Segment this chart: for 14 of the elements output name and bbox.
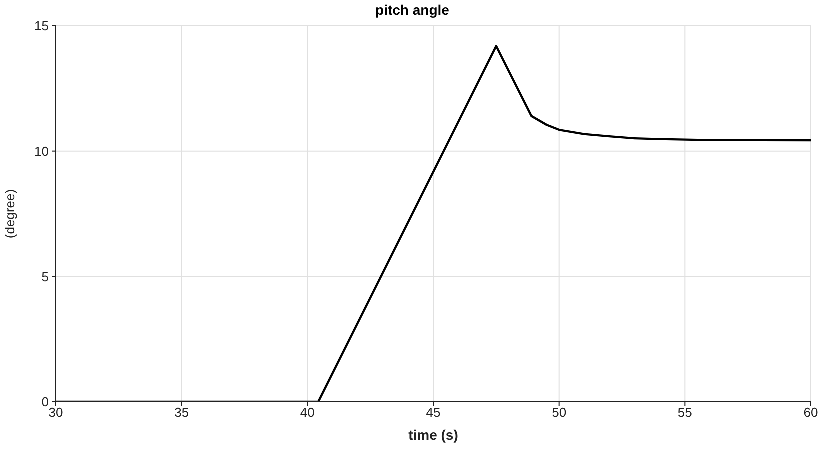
x-tick-label: 60 bbox=[804, 405, 818, 420]
chart-title: pitch angle bbox=[374, 2, 450, 18]
y-axis-title: (degree) bbox=[2, 189, 18, 239]
x-tick-label: 55 bbox=[678, 405, 692, 420]
y-tick-label: 0 bbox=[42, 394, 49, 410]
y-tick-label: 10 bbox=[34, 144, 49, 159]
x-tick-label: 40 bbox=[300, 405, 315, 420]
x-axis-title: time (s) bbox=[408, 427, 458, 443]
x-tick-label: 30 bbox=[48, 405, 64, 420]
x-tick-label: 45 bbox=[426, 405, 441, 420]
x-tick-label: 50 bbox=[552, 405, 567, 420]
x-tick-label: 35 bbox=[174, 405, 190, 420]
y-tick-label: 5 bbox=[42, 269, 49, 284]
y-tick-label: 15 bbox=[34, 18, 49, 34]
